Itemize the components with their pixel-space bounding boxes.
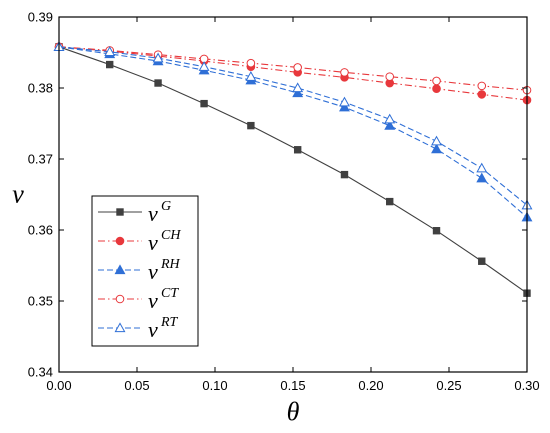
axis-ticks: 0.00 0.05 0.10 0.15 0.20 0.25 0.30 0.34 0.35 0.36… [28,10,540,394]
legend-label: RH [160,257,181,272]
data-point [384,120,396,130]
legend-symbol: ν [148,201,158,226]
legend-marker [114,322,126,333]
data-point [104,46,116,56]
data-point [431,143,442,154]
legend-symbol: ν [148,230,158,255]
legend-symbol: ν [148,317,158,342]
y-tick-label: 0.36 [28,223,53,238]
data-point [339,96,350,107]
data-point [292,82,304,93]
data-point [293,146,302,154]
data-point [384,113,396,124]
x-tick-label: 0.30 [514,378,539,393]
series-line-RT [58,46,528,206]
legend-label: G [161,199,171,214]
series-line-CH [58,46,528,101]
x-tick-label: 0.10 [202,378,227,393]
data-point [340,68,349,77]
series-line-CT [58,46,528,91]
legend-item-RH: ν RH [98,257,181,284]
legend-label: RT [160,315,179,330]
data-point [386,197,394,206]
data-point [431,135,442,146]
data-point [247,121,255,130]
legend-item-CH: ν CH [98,228,181,255]
legend-label: CH [161,228,181,243]
legend-marker [114,264,126,275]
legend-marker [115,236,125,246]
legend-item-RT: ν RT [98,315,179,342]
data-point [152,52,164,63]
data-point [245,71,257,81]
data-point [339,101,350,112]
data-point [106,60,114,69]
y-tick-label: 0.38 [28,81,53,96]
y-tick-label: 0.37 [28,152,53,167]
legend-marker [115,294,125,304]
data-point [477,90,487,99]
legend-label: CT [161,286,179,301]
x-tick-label: 0.00 [46,378,71,393]
data-point [292,87,304,98]
y-tick-label: 0.39 [28,10,53,25]
x-tick-label: 0.25 [436,378,461,393]
legend-box [91,195,199,347]
data-point [293,63,302,72]
series-CT [54,42,532,95]
data-point [385,72,395,81]
data-point [246,58,256,68]
x-tick-label: 0.20 [358,378,383,393]
x-axis-title: θ [287,397,300,426]
legend-item-CT: ν CT [98,286,179,313]
data-point [477,81,487,91]
data-point [432,227,441,235]
data-point [200,99,208,108]
data-point [198,61,210,71]
y-tick-label: 0.35 [28,294,53,309]
legend-symbol: ν [148,288,158,313]
data-point [340,170,349,179]
data-point [154,79,162,87]
legend: ν Gν CHν RHν CTν RT [91,195,199,347]
series-G [55,43,531,297]
data-point [432,76,441,86]
y-axis-title: ν [12,180,24,209]
data-point [476,162,488,173]
x-tick-label: 0.05 [124,378,149,393]
series-CH [54,42,532,105]
series-RH [53,41,533,222]
legend-symbol: ν [148,259,158,284]
data-point [476,172,488,183]
y-tick-label: 0.34 [28,365,53,380]
data-point [432,84,441,94]
x-tick-label: 0.15 [280,378,305,393]
legend-marker [116,208,124,216]
data-point [478,257,486,265]
